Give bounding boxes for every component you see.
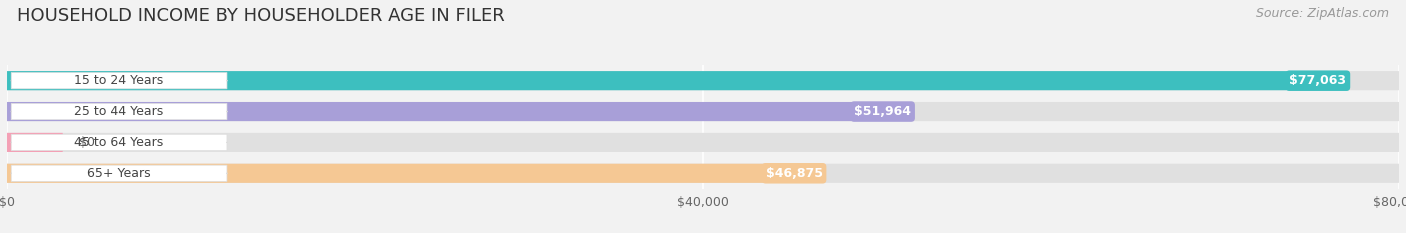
FancyBboxPatch shape xyxy=(7,164,823,183)
FancyBboxPatch shape xyxy=(7,133,63,152)
Text: $51,964: $51,964 xyxy=(855,105,911,118)
Text: $46,875: $46,875 xyxy=(766,167,823,180)
Text: $0: $0 xyxy=(79,136,96,149)
FancyBboxPatch shape xyxy=(11,103,226,120)
FancyBboxPatch shape xyxy=(7,164,1399,183)
Text: 25 to 44 Years: 25 to 44 Years xyxy=(75,105,163,118)
FancyBboxPatch shape xyxy=(7,102,1399,121)
FancyBboxPatch shape xyxy=(7,71,1399,90)
FancyBboxPatch shape xyxy=(11,72,226,89)
FancyBboxPatch shape xyxy=(11,165,226,182)
Text: 45 to 64 Years: 45 to 64 Years xyxy=(75,136,163,149)
Text: $77,063: $77,063 xyxy=(1289,74,1347,87)
FancyBboxPatch shape xyxy=(7,133,1399,152)
Text: 65+ Years: 65+ Years xyxy=(87,167,150,180)
FancyBboxPatch shape xyxy=(11,134,226,151)
Text: 15 to 24 Years: 15 to 24 Years xyxy=(75,74,163,87)
Text: Source: ZipAtlas.com: Source: ZipAtlas.com xyxy=(1256,7,1389,20)
Text: HOUSEHOLD INCOME BY HOUSEHOLDER AGE IN FILER: HOUSEHOLD INCOME BY HOUSEHOLDER AGE IN F… xyxy=(17,7,505,25)
FancyBboxPatch shape xyxy=(7,71,1348,90)
FancyBboxPatch shape xyxy=(7,102,911,121)
